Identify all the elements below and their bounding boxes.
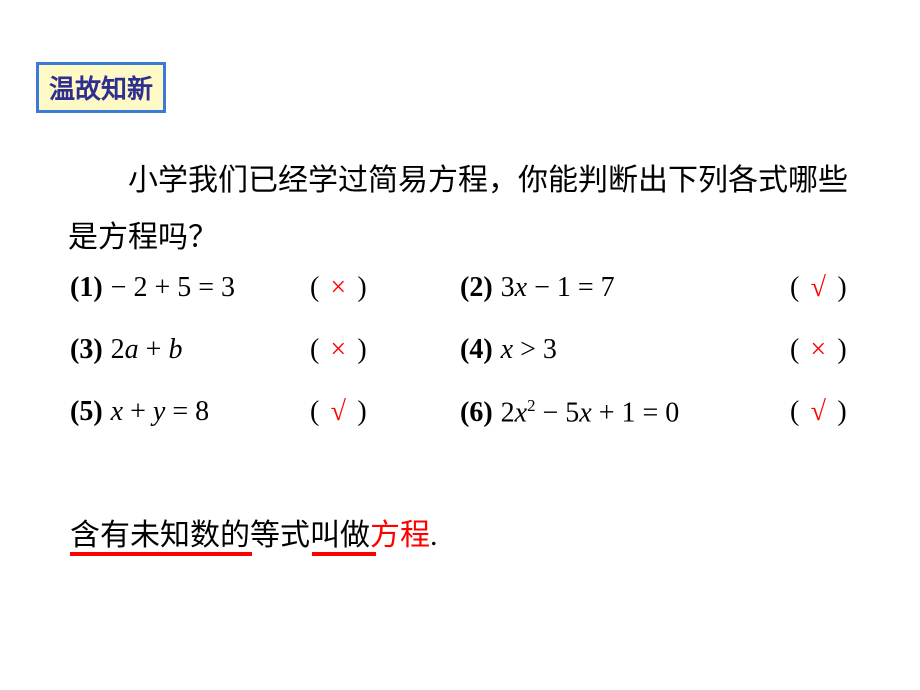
item-expression: 3x − 1 = 7: [501, 272, 615, 304]
section-badge-text: 温故知新: [49, 75, 153, 104]
equation-row: (5) x + y = 8 ( √ ) (6) 2x2 − 5x + 1 = 0…: [70, 396, 860, 429]
item-expression: 2x2 − 5x + 1 = 0: [501, 396, 680, 429]
equation-row: (1) − 2 + 5 = 3 ( × ) (2) 3x − 1 = 7 ( √…: [70, 272, 860, 304]
answer-mark: √: [806, 272, 830, 304]
item-expression: x + y = 8: [111, 396, 209, 428]
conclusion-mid: 等式: [250, 519, 310, 552]
answer-mark: ×: [806, 334, 830, 366]
underline: [312, 552, 376, 556]
answer-mark: √: [806, 396, 830, 428]
item-index: (5): [70, 396, 103, 428]
equation-list: (1) − 2 + 5 = 3 ( × ) (2) 3x − 1 = 7 ( √…: [70, 272, 860, 459]
intro-text: 小学我们已经学过简易方程，你能判断出下列各式哪些是方程吗？: [68, 164, 848, 254]
item-expression: 2a + b: [111, 334, 183, 366]
conclusion-mid2: 叫做: [310, 519, 370, 552]
item-expression: x > 3: [501, 334, 557, 366]
item-index: (6): [460, 397, 493, 429]
intro-paragraph: 小学我们已经学过简易方程，你能判断出下列各式哪些是方程吗？: [68, 152, 860, 266]
underline: [70, 552, 252, 556]
equation-row: (3) 2a + b ( × ) (4) x > 3 ( × ): [70, 334, 860, 366]
answer-mark: √: [326, 396, 350, 428]
item-answer: ( × ): [790, 334, 847, 366]
item-expression: − 2 + 5 = 3: [111, 272, 235, 304]
item-answer: ( √ ): [790, 272, 847, 304]
answer-mark: ×: [326, 272, 350, 304]
equation-item: (4) x > 3 ( × ): [460, 334, 860, 366]
conclusion-prefix: 含有未知数的: [70, 519, 250, 552]
item-index: (4): [460, 334, 493, 366]
equation-item: (5) x + y = 8 ( √ ): [70, 396, 460, 429]
item-index: (3): [70, 334, 103, 366]
conclusion-suffix: .: [430, 519, 438, 552]
equation-item: (2) 3x − 1 = 7 ( √ ): [460, 272, 860, 304]
item-answer: ( √ ): [310, 396, 367, 428]
item-answer: ( × ): [310, 334, 367, 366]
conclusion-highlight: 方程: [370, 519, 430, 552]
item-index: (1): [70, 272, 103, 304]
answer-mark: ×: [326, 334, 350, 366]
item-index: (2): [460, 272, 493, 304]
equation-item: (6) 2x2 − 5x + 1 = 0 ( √ ): [460, 396, 860, 429]
item-answer: ( √ ): [790, 396, 847, 428]
equation-item: (3) 2a + b ( × ): [70, 334, 460, 366]
conclusion-sentence: 含有未知数的等式叫做方程.: [70, 510, 438, 554]
item-answer: ( × ): [310, 272, 367, 304]
equation-item: (1) − 2 + 5 = 3 ( × ): [70, 272, 460, 304]
section-badge: 温故知新: [36, 62, 166, 113]
